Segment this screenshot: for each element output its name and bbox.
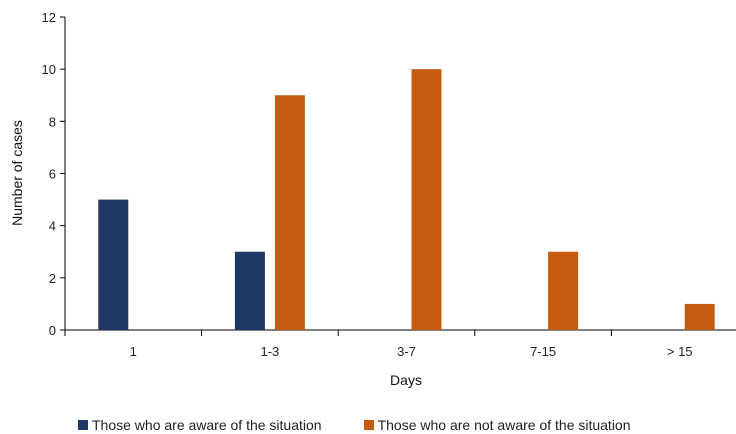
- y-tick-label: 0: [49, 323, 56, 338]
- y-tick-label: 8: [49, 114, 56, 129]
- legend-item-aware: Those who are aware of the situation: [78, 417, 322, 433]
- x-axis-title: Days: [390, 372, 422, 388]
- legend-label-aware: Those who are aware of the situation: [92, 417, 322, 433]
- y-tick-label: 2: [49, 271, 56, 286]
- x-tick-label: 1: [130, 344, 137, 359]
- axes: [60, 16, 736, 336]
- x-tick-label: 3-7: [397, 344, 416, 359]
- bar-not-aware-2: [411, 69, 442, 331]
- y-tick-labels: 0 2 4 6 8 10 12: [42, 10, 56, 338]
- x-tick-label: 1-3: [261, 344, 280, 359]
- x-tick-labels: 1 1-3 3-7 7-15 > 15: [130, 344, 693, 359]
- bar-aware-0: [98, 199, 129, 330]
- legend: Those who are aware of the situation Tho…: [78, 417, 673, 433]
- y-tick-label: 12: [42, 10, 56, 25]
- bar-not-aware-4: [684, 303, 715, 330]
- bar-not-aware-3: [548, 251, 579, 330]
- x-tick-label: 7-15: [530, 344, 556, 359]
- bar-not-aware-1: [274, 95, 305, 330]
- bar-aware-1: [234, 251, 265, 330]
- x-tick-label: > 15: [667, 344, 693, 359]
- legend-label-not-aware: Those who are not aware of the situation: [377, 417, 631, 433]
- y-axis-title: Number of cases: [9, 120, 25, 226]
- y-tick-label: 4: [49, 219, 56, 234]
- y-tick-label: 6: [49, 167, 56, 182]
- legend-swatch-not-aware: [363, 420, 374, 430]
- legend-swatch-aware: [78, 420, 88, 430]
- bars: [98, 69, 715, 331]
- legend-item-not-aware: Those who are not aware of the situation: [363, 417, 631, 433]
- y-tick-label: 10: [42, 62, 56, 77]
